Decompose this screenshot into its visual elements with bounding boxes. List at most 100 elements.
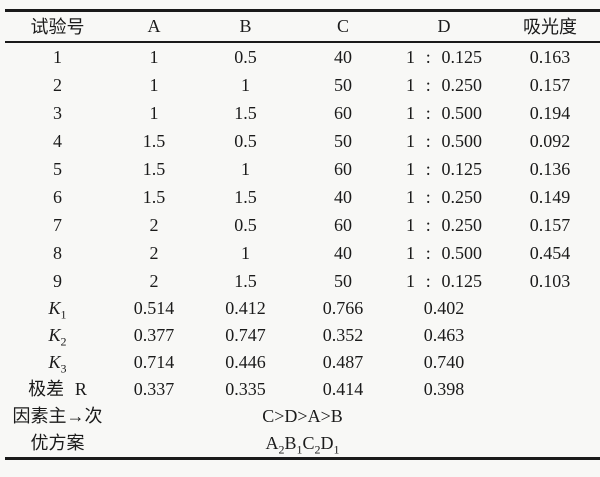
value-cell: 60 <box>334 158 352 179</box>
run-number-cell: 5 <box>53 158 62 179</box>
empty-cell <box>495 376 600 403</box>
value-cell: 40 <box>334 46 352 67</box>
value-cell: 0.714 <box>133 352 175 372</box>
value-cell: 2 <box>149 242 159 263</box>
value-cell: 50 <box>334 74 352 95</box>
value-cell: 0.149 <box>529 186 571 207</box>
value-cell: 1 : 0.250 <box>405 214 483 235</box>
value-cell: 1 <box>241 158 250 179</box>
k-row: K3 0.714 0.446 0.487 0.740 <box>5 349 600 376</box>
value-cell: 1 : 0.250 <box>405 74 483 95</box>
value-cell: 0.766 <box>322 298 364 318</box>
header-factor-b: B <box>198 10 293 43</box>
optimal-label-cell: 优方案 <box>30 433 85 453</box>
value-cell: 0.103 <box>529 270 571 291</box>
value-cell: 1.5 <box>234 186 257 207</box>
table-body: 1 1 0.5 40 1 : 0.125 0.163 2 1 1 50 1 : 0.250 0.157… <box>5 42 600 459</box>
value-cell: 60 <box>334 214 352 235</box>
run-number-cell: 1 <box>53 46 62 67</box>
value-cell: 0.337 <box>133 379 175 399</box>
value-cell: 1.5 <box>234 270 257 291</box>
table-row: 1 1 0.5 40 1 : 0.125 0.163 <box>5 42 600 71</box>
value-cell: 0.157 <box>529 214 571 235</box>
run-number-cell: 8 <box>53 242 62 263</box>
value-cell: 1 <box>149 102 159 123</box>
header-factor-a: A <box>110 10 198 43</box>
value-cell: 1.5 <box>142 130 166 151</box>
empty-cell <box>495 403 600 430</box>
k-row: K1 0.514 0.412 0.766 0.402 <box>5 295 600 322</box>
value-cell: 1 <box>149 46 159 67</box>
value-cell: 40 <box>334 242 352 263</box>
k-symbol: K <box>48 352 61 372</box>
value-cell: 0.335 <box>225 379 266 399</box>
value-cell: 0.092 <box>529 130 571 151</box>
header-factor-d: D <box>393 10 495 43</box>
value-cell: 0.514 <box>133 298 175 318</box>
factor-order-value-cell: C>D>A>B <box>262 406 343 426</box>
empty-cell <box>495 322 600 349</box>
optimal-value-cell: A2B1C2D1 <box>265 433 340 457</box>
value-cell: 0.463 <box>423 325 465 345</box>
run-number-cell: 3 <box>53 102 62 123</box>
orthogonal-experiment-table: 试验号 A B C D 吸光度 1 1 0.5 40 1 : 0.125 0.163 2 1 1… <box>5 9 600 460</box>
table-row: 3 1 1.5 60 1 : 0.500 0.194 <box>5 99 600 127</box>
factor-order-row: 因素主→次 C>D>A>B <box>5 403 600 430</box>
value-cell: 0.163 <box>529 46 571 67</box>
run-number-cell: 6 <box>53 186 62 207</box>
run-number-cell: 4 <box>53 130 62 151</box>
value-cell: 0.412 <box>225 298 266 318</box>
header-factor-c: C <box>293 10 393 43</box>
value-cell: 40 <box>334 186 352 207</box>
value-cell: 1 : 0.250 <box>405 186 483 207</box>
value-cell: 0.377 <box>133 325 175 345</box>
value-cell: 1 : 0.125 <box>405 158 483 179</box>
value-cell: 0.5 <box>234 130 257 151</box>
value-cell: 0.194 <box>529 102 571 123</box>
table-row: 7 2 0.5 60 1 : 0.250 0.157 <box>5 211 600 239</box>
value-cell: 0.747 <box>225 325 266 345</box>
value-cell: 0.487 <box>322 352 364 372</box>
value-cell: 1 : 0.500 <box>405 130 483 151</box>
header-run-number: 试验号 <box>5 10 110 43</box>
value-cell: 50 <box>334 130 352 151</box>
range-row: 极差 R 0.337 0.335 0.414 0.398 <box>5 376 600 403</box>
value-cell: 0.740 <box>423 352 465 372</box>
value-cell: 50 <box>334 270 352 291</box>
factor-order-label-cell: 因素主→次 <box>12 406 103 426</box>
empty-cell <box>495 349 600 376</box>
value-cell: 1 : 0.500 <box>405 242 483 263</box>
value-cell: 0.398 <box>423 379 465 399</box>
value-cell: 1 <box>241 242 250 263</box>
value-cell: 1 : 0.125 <box>405 46 483 67</box>
table-row: 8 2 1 40 1 : 0.500 0.454 <box>5 239 600 267</box>
value-cell: 0.402 <box>423 298 465 318</box>
k-row: K2 0.377 0.747 0.352 0.463 <box>5 322 600 349</box>
table-row: 6 1.5 1.5 40 1 : 0.250 0.149 <box>5 183 600 211</box>
range-label-cell: 极差 R <box>28 379 87 399</box>
value-cell: 2 <box>149 270 159 291</box>
k-symbol: K <box>48 298 61 318</box>
run-number-cell: 9 <box>53 270 62 291</box>
value-cell: 1 : 0.500 <box>405 102 483 123</box>
value-cell: 0.352 <box>322 325 364 345</box>
value-cell: 0.136 <box>529 158 571 179</box>
header-row: 试验号 A B C D 吸光度 <box>5 10 600 43</box>
header-absorbance: 吸光度 <box>495 10 600 43</box>
value-cell: 1.5 <box>142 158 166 179</box>
k-label-cell: K2 <box>48 325 67 349</box>
empty-cell <box>495 430 600 459</box>
empty-cell <box>495 295 600 322</box>
table-row: 9 2 1.5 50 1 : 0.125 0.103 <box>5 267 600 295</box>
value-cell: 0.5 <box>234 46 257 67</box>
value-cell: 0.5 <box>234 214 257 235</box>
scanned-table-page: 试验号 A B C D 吸光度 1 1 0.5 40 1 : 0.125 0.163 2 1 1… <box>0 9 600 477</box>
k-symbol: K <box>48 325 61 345</box>
table-row: 5 1.5 1 60 1 : 0.125 0.136 <box>5 155 600 183</box>
value-cell: 0.157 <box>529 74 571 95</box>
table-row: 2 1 1 50 1 : 0.250 0.157 <box>5 71 600 99</box>
value-cell: 1 : 0.125 <box>405 270 483 291</box>
value-cell: 60 <box>334 102 352 123</box>
table-row: 4 1.5 0.5 50 1 : 0.500 0.092 <box>5 127 600 155</box>
run-number-cell: 2 <box>53 74 62 95</box>
